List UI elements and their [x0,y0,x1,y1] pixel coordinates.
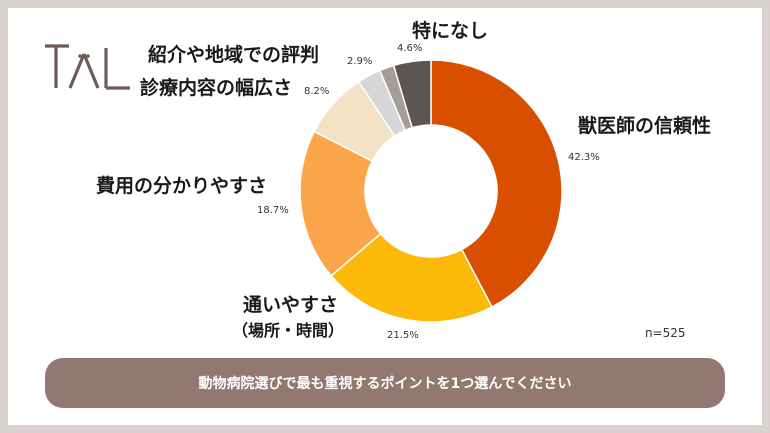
brand-logo [45,44,130,90]
pct-vet-trust: 42.3% [568,152,600,163]
pct-range: 8.2% [304,86,330,97]
label-none: 特になし [412,20,489,42]
pct-none: 4.6% [397,43,423,54]
pct-reputation: 2.9% [347,56,373,67]
label-range: 診療内容の幅広さ [140,77,293,99]
sample-size: n=525 [645,326,686,340]
label-reputation: 紹介や地域での評判 [148,44,320,66]
label-cost: 費用の分かりやすさ [96,175,268,197]
donut-slice-1 [430,59,563,308]
pct-access: 21.5% [387,330,419,341]
donut-slice-2 [330,232,493,323]
donut-slice-7 [392,59,432,129]
question-banner: 動物病院選びで最も重視するポイントを1つ選んでください [45,358,725,408]
label-access: 通いやすさ [243,294,339,316]
question-text: 動物病院選びで最も重視するポイントを1つ選んでください [198,376,572,392]
donut-slice-3 [299,130,382,277]
label-access-sub: （場所・時間） [232,321,345,340]
pct-cost: 18.7% [257,205,289,216]
label-vet-trust: 獣医師の信頼性 [578,115,712,137]
